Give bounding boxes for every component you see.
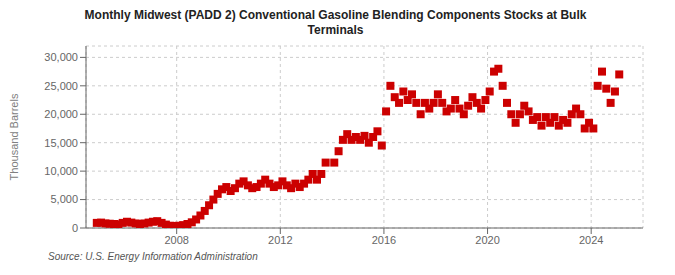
svg-text:25,000: 25,000 xyxy=(44,80,78,92)
svg-text:20,000: 20,000 xyxy=(44,108,78,120)
svg-text:2016: 2016 xyxy=(372,234,396,246)
html-text:Source: U.S. Energy Informatio: Source: U.S. Energy Information Administ… xyxy=(48,251,258,262)
svg-text:0: 0 xyxy=(72,222,78,234)
svg-text:5,000: 5,000 xyxy=(50,193,78,205)
svg-text:2020: 2020 xyxy=(475,234,499,246)
html-text:Monthly Midwest (PADD 2) Conve: Monthly Midwest (PADD 2) Conventional Ga… xyxy=(84,8,587,22)
svg-text:10,000: 10,000 xyxy=(44,165,78,177)
svg-text:30,000: 30,000 xyxy=(44,51,78,63)
svg-text:2024: 2024 xyxy=(579,234,603,246)
svg-text:2012: 2012 xyxy=(268,234,292,246)
svg-text:15,000: 15,000 xyxy=(44,137,78,149)
svg-text:2008: 2008 xyxy=(164,234,188,246)
html-text:Terminals: Terminals xyxy=(307,23,364,37)
svg-text:Thousand Barrels: Thousand Barrels xyxy=(8,93,20,180)
